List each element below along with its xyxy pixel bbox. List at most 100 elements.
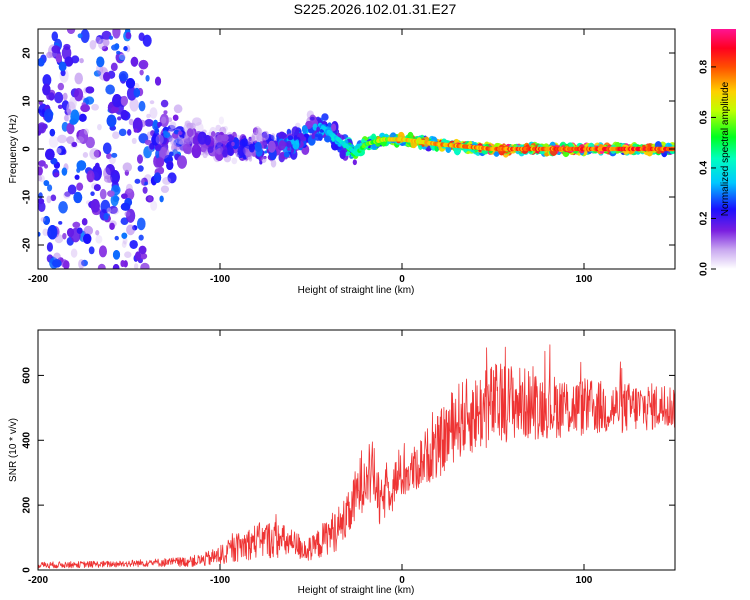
spectrogram-cell	[215, 124, 222, 132]
spectrogram-cell	[169, 121, 177, 130]
spectrogram-cell	[42, 83, 51, 96]
spectrogram-cell	[211, 131, 216, 137]
spectrogram-cell	[112, 131, 120, 140]
spectrogram-cell	[278, 131, 286, 140]
spectrogram-cell	[173, 138, 184, 147]
spectrogram-cell	[61, 100, 70, 111]
spectrogram-cell	[270, 159, 277, 168]
spectrogram-cell	[172, 114, 179, 121]
spectrogram-cell	[327, 122, 332, 128]
spectrogram-cell	[157, 166, 165, 175]
spectrogram-cell	[126, 128, 132, 136]
spectrogram-cell	[131, 137, 137, 145]
spectrogram-xtick-label: 100	[576, 274, 593, 285]
spectrogram-cell	[252, 127, 259, 136]
spectrogram-cell	[162, 176, 172, 185]
spectrogram-cell	[45, 148, 55, 160]
spectrogram-cell	[38, 201, 46, 213]
spectrogram-cell	[83, 225, 94, 236]
spectrogram-cell	[103, 175, 113, 183]
colorbar	[711, 29, 736, 269]
spectrogram-cell	[89, 39, 97, 50]
spectrogram-cell	[63, 114, 72, 122]
spectrogram-cell	[47, 184, 53, 192]
spectrogram-cell	[46, 195, 52, 204]
spectrogram-cell	[125, 208, 136, 223]
spectrogram-cell	[169, 151, 174, 157]
spectrogram-cell	[48, 92, 55, 101]
spectrogram-cell	[95, 36, 102, 44]
spectrogram-cell	[54, 234, 64, 244]
spectrogram-cell	[133, 87, 141, 98]
spectrogram-cell	[167, 117, 173, 123]
spectrogram-cell	[88, 246, 95, 255]
spectrogram-cell	[255, 127, 263, 136]
spectrogram-cell	[81, 259, 88, 267]
spectrogram-cell	[235, 154, 240, 158]
colorbar-ticks: 0.0 0.2 0.4 0.6 0.8	[699, 60, 716, 276]
spectrogram-cell	[159, 113, 170, 128]
spectrogram-cell	[102, 39, 110, 47]
spectrogram-cell	[262, 130, 270, 141]
spectrogram-cell	[48, 135, 59, 148]
spectrogram-cell	[150, 200, 158, 211]
spectrogram-cell	[42, 74, 52, 87]
spectrogram-cell	[51, 45, 61, 54]
snr-xtick-label: -200	[28, 575, 48, 586]
spectrogram-cell	[46, 242, 53, 252]
spectrogram-cell	[46, 51, 53, 59]
spectrogram-cell	[167, 117, 173, 123]
spectrogram-cell	[56, 145, 66, 156]
spectrogram-cell	[202, 151, 208, 159]
spectrogram-cell	[97, 123, 102, 131]
spectrogram-cell	[57, 134, 67, 144]
colorbar-tick-label: 0.6	[699, 110, 710, 124]
spectrogram-xlabel: Height of straight line (km)	[298, 285, 415, 296]
spectrogram-cell	[153, 172, 162, 184]
snr-ylabel: SNR (10 * v/v)	[8, 418, 19, 482]
spectrogram-cell	[112, 264, 120, 269]
spectrogram-cell	[171, 143, 178, 153]
spectrogram-cell	[51, 31, 59, 42]
spectrogram-cell	[133, 263, 139, 269]
spectrogram-cell	[310, 116, 315, 121]
spectrogram-cell	[267, 140, 276, 153]
spectrogram-cell	[63, 260, 70, 269]
spectrogram-cell	[251, 135, 256, 141]
spectrogram-cell	[237, 145, 246, 157]
spectrogram-cell	[171, 141, 177, 149]
spectrogram-cell	[38, 175, 43, 182]
spectrogram-cell	[120, 260, 125, 268]
spectrogram-cell	[331, 123, 337, 132]
snr-xtick-label: 100	[576, 575, 593, 586]
spectrogram-cell	[194, 122, 204, 135]
spectrogram-cell	[89, 148, 100, 160]
spectrogram-cell	[270, 133, 276, 140]
spectrogram-cell	[77, 33, 83, 39]
spectrogram-cell	[93, 70, 102, 77]
spectrogram-cell	[139, 69, 144, 76]
spectrogram-cell	[131, 137, 137, 145]
spectrogram-cell	[66, 29, 76, 34]
spectrogram-cell	[153, 119, 158, 127]
spectrogram-cell	[106, 153, 112, 160]
spectrogram-cell	[95, 230, 100, 236]
spectrogram-cell	[114, 235, 119, 241]
spectrogram-cell	[163, 131, 171, 138]
spectrogram-cell	[80, 104, 90, 113]
spectrogram-cell	[283, 151, 290, 158]
spectrogram-cell	[50, 157, 58, 165]
spectrogram-cell	[292, 140, 300, 150]
spectrogram-cell	[64, 114, 69, 122]
spectrogram-cell	[121, 232, 128, 239]
spectrogram-cell	[154, 76, 162, 86]
spectrogram-cell	[155, 157, 165, 168]
spectrogram-cell	[112, 131, 120, 140]
spectrogram-cell	[112, 250, 121, 260]
spectrogram-cell	[62, 92, 68, 101]
spectrogram-cell	[301, 125, 308, 134]
spectrogram-cell	[291, 126, 300, 138]
spectrogram-cell	[147, 196, 153, 202]
spectrogram-cell	[251, 132, 259, 143]
spectrogram-cell	[125, 31, 132, 40]
